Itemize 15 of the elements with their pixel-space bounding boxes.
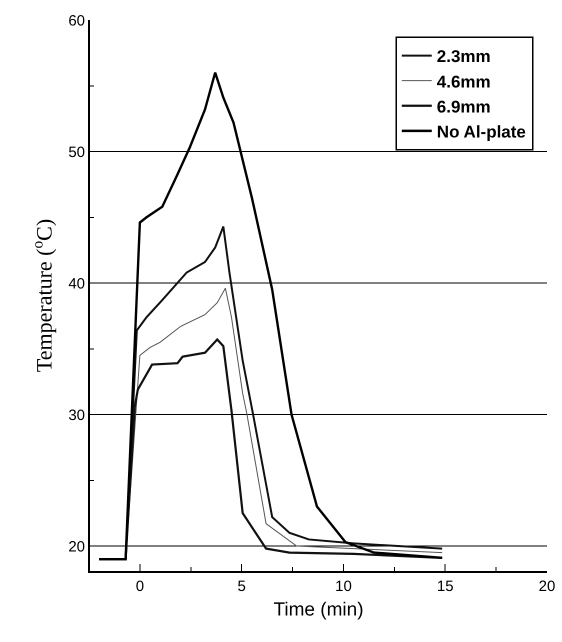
x-tick-label: 0 [136,578,144,595]
x-tick-label: 20 [538,578,556,595]
y-tick-label: 30 [68,406,85,424]
legend-label: 6.9mm [436,97,491,116]
x-tick-label: 10 [335,578,352,595]
x-tick-label: 5 [237,578,246,595]
x-axis-title: Time (min) [273,599,364,620]
legend-label: 2.3mm [436,47,491,66]
y-tick-label: 40 [68,275,85,292]
x-tick-label: 15 [436,578,454,595]
legend-label: No Al-plate [436,122,526,142]
y-tick-label: 20 [68,538,85,556]
y-tick-label: 60 [68,12,85,30]
y-tick-label: 50 [68,144,85,161]
legend-label: 4.6mm [436,72,491,92]
